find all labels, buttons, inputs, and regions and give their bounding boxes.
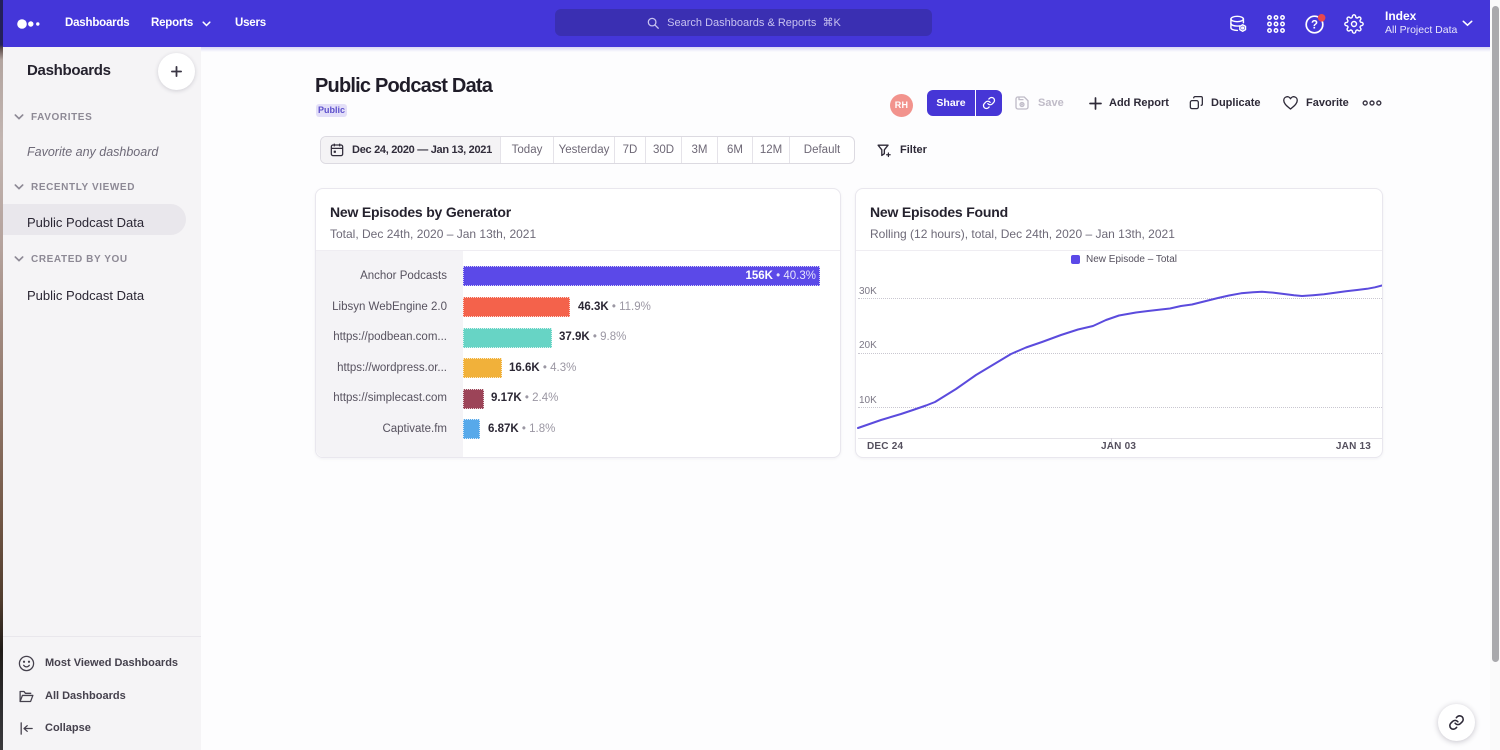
svg-text:?: ?	[1311, 20, 1318, 32]
